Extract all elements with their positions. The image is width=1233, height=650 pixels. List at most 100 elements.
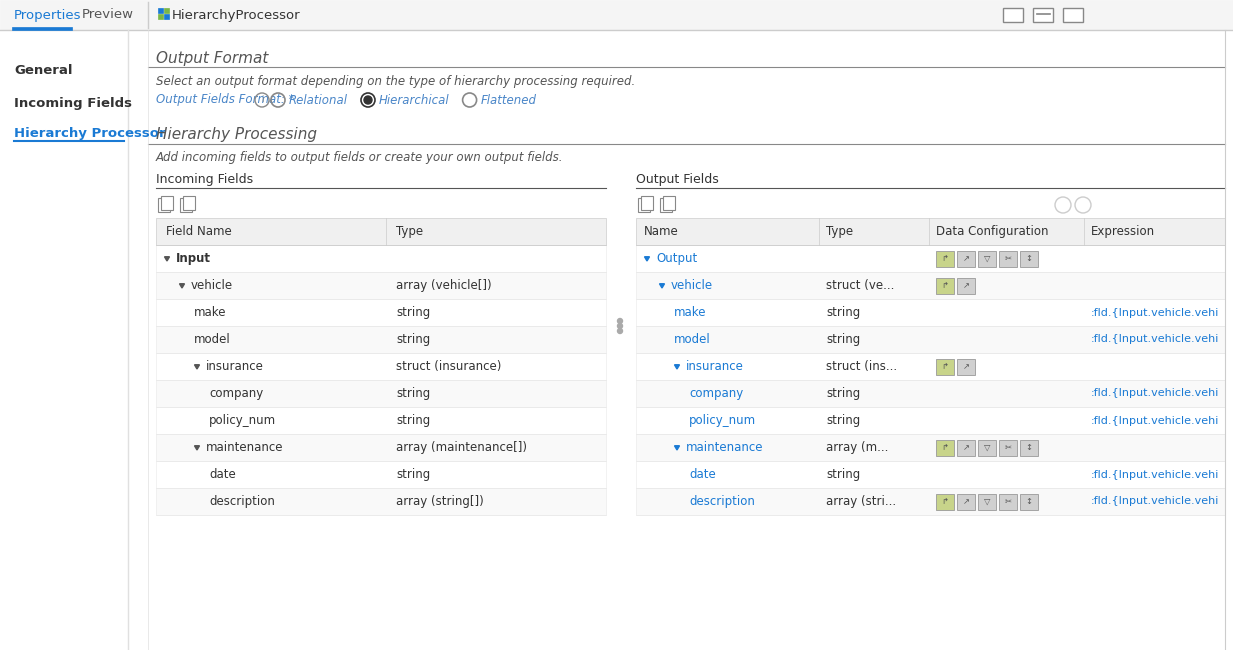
Bar — [1020, 439, 1038, 456]
Bar — [162, 196, 173, 210]
Bar — [636, 245, 1226, 272]
Text: ↕: ↕ — [1026, 443, 1032, 452]
Text: Incoming Fields: Incoming Fields — [14, 96, 132, 109]
Bar — [164, 14, 169, 19]
Bar — [157, 407, 605, 434]
Circle shape — [618, 328, 623, 333]
Text: Data Configuration: Data Configuration — [936, 225, 1048, 238]
Text: policy_num: policy_num — [210, 414, 276, 427]
Text: ↕: ↕ — [1026, 254, 1032, 263]
Polygon shape — [645, 257, 650, 261]
Bar — [1063, 8, 1083, 22]
Bar — [180, 198, 192, 212]
Bar — [1002, 8, 1023, 22]
Text: string: string — [826, 333, 861, 346]
Text: maintenance: maintenance — [686, 441, 763, 454]
Bar — [660, 198, 672, 212]
Text: ↗: ↗ — [963, 497, 969, 506]
Text: Flattened: Flattened — [481, 94, 536, 107]
Text: Input: Input — [176, 252, 211, 265]
Text: General: General — [14, 64, 73, 77]
Text: struct (insurance): struct (insurance) — [396, 360, 502, 373]
Text: ✂: ✂ — [1005, 443, 1011, 452]
Text: policy_num: policy_num — [689, 414, 756, 427]
Text: ▽: ▽ — [984, 497, 990, 506]
Text: array (maintenance[]): array (maintenance[]) — [396, 441, 526, 454]
Bar — [978, 439, 996, 456]
Text: :fld.{Input.vehicle.vehi: :fld.{Input.vehicle.vehi — [1091, 307, 1219, 317]
Bar — [663, 196, 674, 210]
Text: date: date — [210, 468, 236, 481]
Bar — [957, 493, 975, 510]
Bar — [636, 434, 1226, 461]
Text: ↱: ↱ — [942, 497, 948, 506]
Text: model: model — [194, 333, 231, 346]
Bar — [936, 493, 954, 510]
Text: struct (ve...: struct (ve... — [826, 279, 894, 292]
Text: ↕: ↕ — [1026, 497, 1032, 506]
Text: i: i — [261, 96, 263, 105]
Text: string: string — [826, 468, 861, 481]
Text: ↱: ↱ — [942, 443, 948, 452]
Text: ▽: ▽ — [984, 254, 990, 263]
Bar — [157, 434, 605, 461]
Text: model: model — [674, 333, 710, 346]
Text: ↗: ↗ — [963, 281, 969, 290]
Text: company: company — [210, 387, 264, 400]
Text: ↱: ↱ — [942, 362, 948, 371]
Bar — [636, 380, 1226, 407]
Text: :fld.{Input.vehicle.vehi: :fld.{Input.vehicle.vehi — [1091, 469, 1219, 480]
Bar — [157, 245, 605, 272]
Text: maintenance: maintenance — [206, 441, 284, 454]
Bar — [957, 359, 975, 374]
Bar — [1033, 8, 1053, 22]
Text: :fld.{Input.vehicle.vehi: :fld.{Input.vehicle.vehi — [1091, 389, 1219, 398]
Text: array (string[]): array (string[]) — [396, 495, 483, 508]
Polygon shape — [674, 365, 679, 369]
Text: insurance: insurance — [206, 360, 264, 373]
Text: ✂: ✂ — [1005, 497, 1011, 506]
Text: :fld.{Input.vehicle.vehi: :fld.{Input.vehicle.vehi — [1091, 415, 1219, 426]
Text: Properties: Properties — [14, 8, 81, 21]
Bar — [999, 493, 1017, 510]
Text: ▽: ▽ — [984, 443, 990, 452]
Bar — [641, 196, 653, 210]
Bar — [636, 326, 1226, 353]
Text: Relational: Relational — [289, 94, 348, 107]
Bar — [12, 27, 72, 30]
Text: string: string — [396, 468, 430, 481]
Text: string: string — [396, 333, 430, 346]
Text: struct (ins...: struct (ins... — [826, 360, 898, 373]
Text: Hierarchical: Hierarchical — [379, 94, 450, 107]
Text: string: string — [396, 306, 430, 319]
Text: company: company — [689, 387, 743, 400]
Bar — [157, 380, 605, 407]
Text: Incoming Fields: Incoming Fields — [157, 174, 253, 187]
Text: Type: Type — [826, 225, 853, 238]
Text: description: description — [210, 495, 275, 508]
Bar — [636, 353, 1226, 380]
Text: Name: Name — [644, 225, 678, 238]
Bar — [636, 461, 1226, 488]
Text: ↱: ↱ — [942, 281, 948, 290]
Circle shape — [618, 324, 623, 328]
Bar — [936, 250, 954, 266]
Text: string: string — [826, 387, 861, 400]
Text: array (m...: array (m... — [826, 441, 888, 454]
Bar — [157, 461, 605, 488]
Bar — [157, 353, 605, 380]
Polygon shape — [195, 446, 200, 450]
Bar — [636, 407, 1226, 434]
Bar — [957, 250, 975, 266]
Polygon shape — [674, 446, 679, 450]
Bar — [936, 278, 954, 294]
Text: date: date — [689, 468, 715, 481]
Bar — [999, 439, 1017, 456]
Text: Hierarchy Processor: Hierarchy Processor — [14, 127, 165, 140]
Text: HierarchyProcessor: HierarchyProcessor — [171, 8, 301, 21]
Bar — [978, 250, 996, 266]
Text: vehicle: vehicle — [191, 279, 233, 292]
Text: Output Fields Format: *: Output Fields Format: * — [157, 94, 295, 107]
Bar — [158, 14, 163, 19]
Bar — [157, 299, 605, 326]
